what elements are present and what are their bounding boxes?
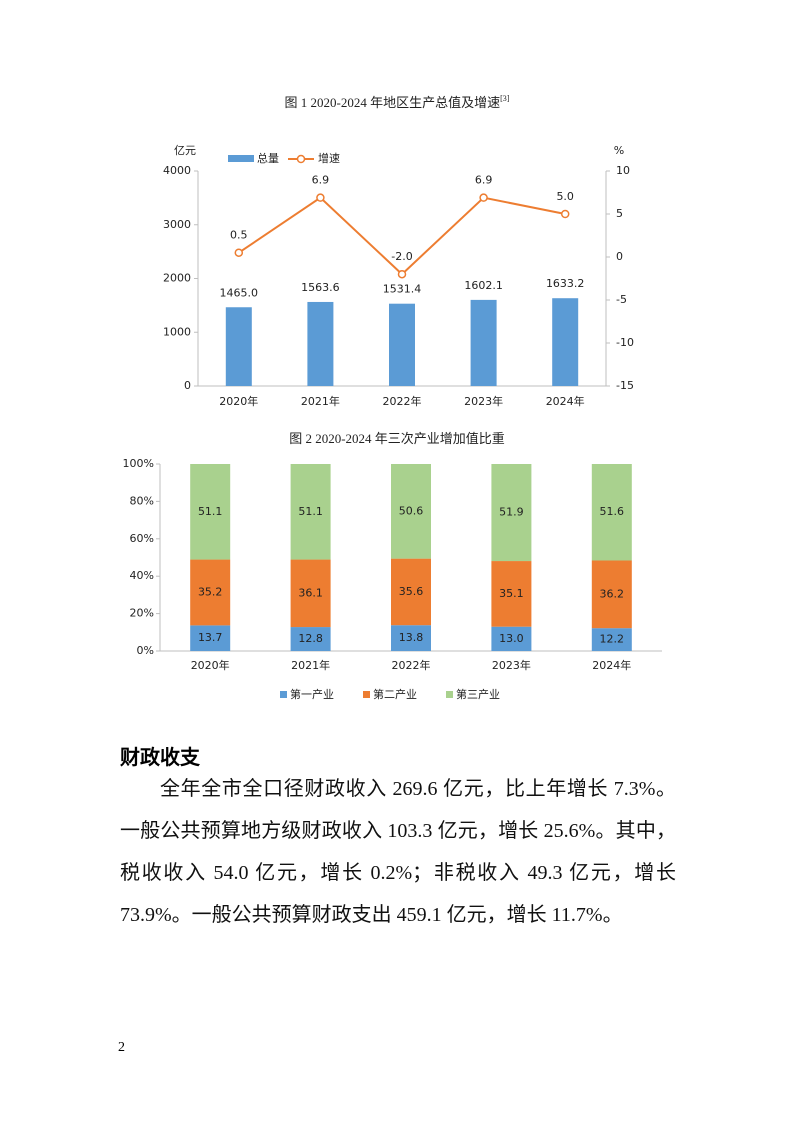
data-label: 35.1 [499,587,524,600]
line-marker [316,193,325,202]
charts: 图 1 2020-2024 年地区生产总值及增速[3] 亿元 % 0 1000 2000 3… [123,94,662,701]
data-label: 36.2 [600,587,625,600]
x-tick-label: 2023年 [492,658,531,672]
x-tick-label: 2022年 [392,658,431,672]
bar-segment [491,561,532,627]
page-number: 2 [118,1040,125,1055]
data-label: 50.6 [399,504,424,517]
y2-axis-label: % [614,144,624,157]
data-label: 13.7 [198,631,223,644]
section-paragraph: 全年全市全口径财政收入 269.6 亿元，比上年增长 7.3%。一般公共预算地方… [120,778,676,926]
y2-tick-label: 10 [616,164,630,177]
bar [470,299,497,386]
y-tick-label: 40% [130,569,154,582]
legend-label: 第三产业 [456,687,500,701]
data-label: 35.6 [399,585,424,598]
x-tick-label: 2021年 [291,658,330,672]
bar-segment [290,627,331,651]
y-tick-label: 60% [130,532,154,545]
data-label: 51.9 [499,506,524,519]
bar-segment [391,625,431,651]
y2-tick-label: 5 [616,207,623,220]
bar-segment [190,559,231,626]
bar-segment [491,626,532,651]
y-tick-label: 4000 [163,164,191,177]
data-label: 36.1 [298,586,323,599]
data-label: 51.1 [298,505,323,518]
title-text: 图 1 2020-2024 年地区生产总值及增速 [285,95,501,110]
y-tick-label: 20% [130,607,154,620]
y2-tick-label: -5 [616,293,627,306]
x-tick-label: 2023年 [464,394,503,408]
title-note: [3] [500,94,510,103]
bar-segment [591,628,632,651]
x-tick-label: 2024年 [592,658,631,672]
line-marker [234,248,244,257]
data-label: -2.0 [391,250,412,263]
y-tick-label: 100% [123,457,154,470]
line-marker [479,193,488,202]
legend-label: 第二产业 [373,687,417,701]
bar [307,301,334,386]
legend-label: 第一产业 [290,687,334,701]
data-label: 35.2 [198,585,223,598]
y-axis-label: 亿元 [174,144,196,157]
bar [225,307,252,386]
data-label: 5.0 [556,190,574,203]
x-tick-label: 2021年 [301,394,340,408]
legend-swatch [228,155,254,162]
x-tick-label: 2020年 [219,394,258,408]
data-label: 12.2 [600,633,625,646]
chart-title: 图 1 2020-2024 年地区生产总值及增速[3] [285,94,510,110]
legend-swatch [363,691,370,698]
data-label: 12.8 [298,632,323,645]
y-tick-label: 80% [130,494,154,507]
legend-swatch [280,691,287,698]
y-tick-label: 3000 [163,218,191,231]
bar-segment [591,560,632,629]
bar-segment [391,558,431,626]
x-tick-label: 2022年 [383,394,422,408]
data-label: 51.1 [198,505,223,518]
y2-tick-label: -10 [616,336,634,349]
legend-marker [296,154,306,164]
data-label: 1465.0 [220,286,259,299]
data-label: 51.6 [600,505,625,518]
bar-segment [190,625,231,651]
data-label: 13.0 [499,632,524,645]
bar-segment [290,559,331,628]
data-label: 6.9 [312,174,330,187]
y-tick-label: 1000 [163,325,191,338]
bar [552,298,579,386]
chart-title: 图 2 2020-2024 年三次产业增加值比重 [289,431,505,446]
y-tick-label: 0% [137,644,154,657]
line-marker [397,269,407,279]
legend-label: 总量 [257,151,279,165]
data-label: 0.5 [230,229,248,242]
bar-segment [290,464,331,560]
bar [389,303,415,386]
bar-segment [591,464,632,561]
data-label: 6.9 [475,174,493,187]
y2-tick-label: 0 [616,250,623,263]
section-heading: 财政收支 [120,747,200,769]
legend-swatch [446,691,453,698]
y-tick-label: 0 [184,379,191,392]
data-label: 1633.2 [546,277,585,290]
bar-segment [391,464,431,559]
y-tick-label: 2000 [163,272,191,285]
x-tick-label: 2020年 [191,658,230,672]
y2-tick-label: -15 [616,379,634,392]
bar-segment [190,464,231,560]
data-label: 1602.1 [464,279,503,292]
bar-segment [491,464,532,562]
legend-label: 增速 [318,151,340,165]
data-label: 13.8 [399,631,424,644]
x-tick-label: 2024年 [546,394,585,408]
data-label: 1531.4 [383,283,422,296]
data-label: 1563.6 [301,281,340,294]
line-marker [560,209,570,219]
